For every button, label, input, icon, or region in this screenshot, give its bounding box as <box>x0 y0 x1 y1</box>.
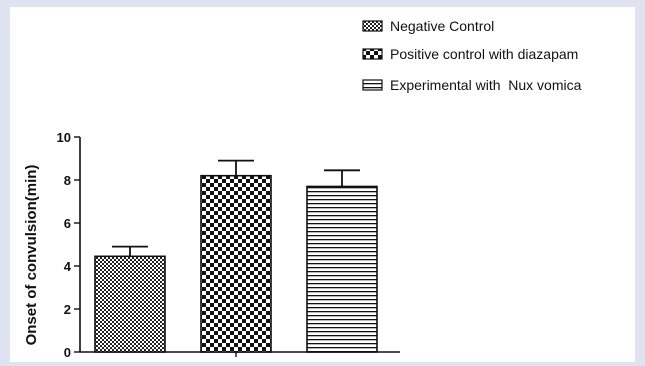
bars <box>94 159 378 353</box>
legend-label-2: Positive control with diazapam <box>390 46 578 62</box>
legend-swatch-3 <box>362 79 383 91</box>
legend-label-1: Negative Control <box>390 18 494 34</box>
y-tick-label-10: 10 <box>57 130 71 145</box>
bar-3 <box>306 185 378 353</box>
y-tick-label-8: 8 <box>64 173 71 188</box>
legend-swatch-1 <box>362 20 383 32</box>
legend-label-3: Experimental with Nux vomica <box>390 77 582 93</box>
bar-chart: 0 2 4 6 8 10 Negative Control Positive control… <box>23 18 582 360</box>
y-tick-label-0: 0 <box>64 345 71 360</box>
y-tick-label-6: 6 <box>64 216 71 231</box>
figure-panel: 0 2 4 6 8 10 Negative Control Positive control… <box>10 7 635 362</box>
y-tick-label-4: 4 <box>64 259 72 274</box>
legend-swatch-2 <box>362 48 383 60</box>
y-axis-label: Onset of convulsion(min) <box>23 165 40 346</box>
y-tick-label-2: 2 <box>64 302 71 317</box>
legend: Negative Control Positive control with di… <box>362 18 582 93</box>
bar-2 <box>200 174 272 353</box>
bar-1 <box>94 255 166 353</box>
